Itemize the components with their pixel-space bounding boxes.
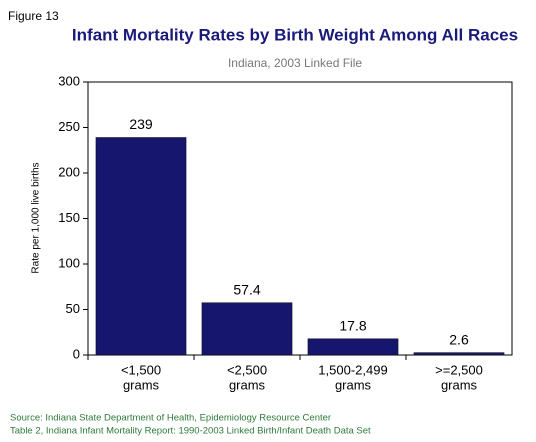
- y-tick-label: 0: [73, 346, 80, 361]
- x-tick-label: grams: [123, 377, 160, 392]
- chart-subtitle: Indiana, 2003 Linked File: [228, 56, 362, 70]
- x-tick-label: <2,500: [227, 362, 267, 377]
- value-label: 239: [129, 116, 153, 132]
- bar: [307, 338, 399, 356]
- value-label: 17.8: [339, 318, 366, 334]
- bar: [201, 302, 293, 356]
- x-tick-label: >=2,500: [435, 362, 483, 377]
- y-axis-label: Rate per 1,000 live births: [31, 162, 42, 273]
- y-tick-label: 50: [66, 301, 80, 316]
- x-tick-label: <1,500: [121, 362, 161, 377]
- value-label: 2.6: [449, 331, 469, 347]
- value-label: 57.4: [233, 281, 260, 297]
- figure-label: Figure 13: [8, 9, 59, 23]
- y-tick-label: 300: [58, 73, 80, 88]
- y-tick-label: 100: [58, 255, 80, 270]
- bar: [95, 137, 187, 356]
- y-tick-label: 150: [58, 210, 80, 225]
- source-note: Source: Indiana State Department of Heal…: [10, 413, 331, 424]
- chart-title: Infant Mortality Rates by Birth Weight A…: [72, 25, 518, 44]
- x-tick-label: grams: [441, 377, 478, 392]
- x-tick-label: grams: [335, 377, 372, 392]
- source-note: Table 2, Indiana Infant Mortality Report…: [10, 426, 371, 437]
- y-tick-label: 200: [58, 164, 80, 179]
- x-tick-label: grams: [229, 377, 266, 392]
- y-tick-label: 250: [58, 119, 80, 134]
- bar: [413, 352, 505, 356]
- x-tick-label: 1,500-2,499: [318, 362, 387, 377]
